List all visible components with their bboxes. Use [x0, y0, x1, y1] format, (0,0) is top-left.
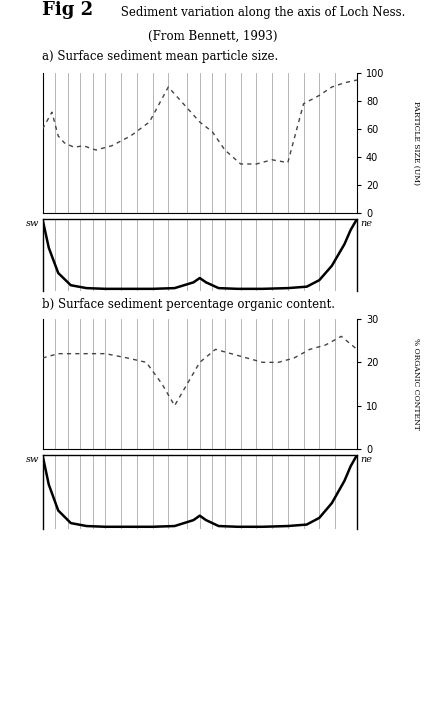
- Text: b) Surface sediment percentage organic content.: b) Surface sediment percentage organic c…: [42, 298, 335, 311]
- Text: sw: sw: [26, 455, 40, 464]
- Text: Fig 2: Fig 2: [42, 1, 94, 19]
- Text: Sediment variation along the axis of Loch Ness.: Sediment variation along the axis of Loc…: [117, 6, 405, 19]
- Text: ne: ne: [360, 219, 372, 228]
- Y-axis label: % ORGANIC CONTENT: % ORGANIC CONTENT: [412, 338, 420, 430]
- Text: sw: sw: [26, 219, 40, 228]
- Y-axis label: PARTICLE SIZE (UM): PARTICLE SIZE (UM): [413, 101, 420, 185]
- Text: a) Surface sediment mean particle size.: a) Surface sediment mean particle size.: [42, 50, 279, 63]
- Text: ne: ne: [360, 455, 372, 464]
- Text: (From Bennett, 1993): (From Bennett, 1993): [148, 30, 277, 43]
